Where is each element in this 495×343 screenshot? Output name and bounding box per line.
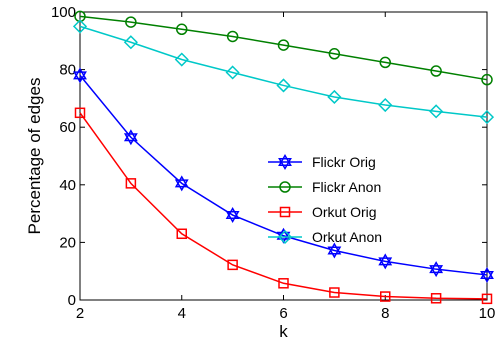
data-point — [379, 56, 391, 69]
y-tick-label: 60 — [59, 119, 76, 136]
data-point — [328, 48, 341, 60]
legend-entry: Orkut Anon — [268, 229, 382, 245]
series-orkut-orig — [74, 107, 493, 305]
plot-series — [72, 10, 495, 305]
x-tick-label: 6 — [279, 305, 287, 322]
data-point — [378, 97, 393, 113]
data-point — [277, 39, 290, 51]
data-point — [176, 23, 188, 36]
y-tick-label: 20 — [59, 234, 76, 251]
data-point — [480, 266, 494, 283]
y-axis-title: Percentage of edges — [25, 78, 44, 235]
plot-frame — [79, 11, 488, 301]
data-point — [276, 78, 291, 93]
series-line — [79, 15, 488, 81]
legend-label: Orkut Anon — [312, 229, 382, 245]
data-point — [72, 19, 88, 34]
legend-label: Flickr Anon — [312, 179, 381, 195]
series-line — [79, 112, 488, 300]
data-point — [227, 259, 238, 271]
y-tick-label: 80 — [59, 62, 76, 79]
x-tick-label: 2 — [76, 305, 84, 322]
data-point — [327, 242, 342, 259]
data-point — [225, 65, 240, 80]
data-point — [174, 175, 189, 192]
data-point — [430, 65, 442, 77]
series-line — [79, 74, 488, 276]
data-point — [225, 207, 240, 224]
legend: Flickr Orig Flickr Anon Orkut Orig Orkut An… — [268, 154, 382, 245]
legend-marker — [277, 229, 293, 245]
data-point — [378, 253, 393, 270]
legend-entry: Flickr Anon — [268, 179, 381, 195]
data-point — [429, 261, 444, 278]
data-point — [123, 35, 138, 50]
data-point — [479, 110, 495, 125]
legend-entry: Orkut Orig — [268, 204, 377, 220]
data-point — [329, 287, 340, 298]
data-point — [429, 104, 444, 119]
data-point — [430, 293, 442, 304]
legend-label: Orkut Orig — [312, 204, 377, 220]
data-point — [73, 67, 87, 84]
data-point — [278, 278, 289, 289]
data-point — [123, 129, 138, 146]
data-point — [327, 89, 342, 105]
data-point — [226, 30, 239, 43]
legend-marker — [279, 181, 291, 193]
y-tick-label: 40 — [59, 177, 76, 194]
series-flickr-anon — [74, 10, 493, 86]
x-tick-label: 4 — [178, 305, 186, 322]
data-point — [125, 16, 137, 28]
legend-entry: Flickr Orig — [268, 154, 376, 170]
x-axis-title: k — [279, 322, 288, 341]
data-point — [481, 293, 493, 305]
y-tick-label: 100 — [51, 4, 76, 21]
data-point — [481, 73, 493, 86]
legend-label: Flickr Orig — [312, 154, 376, 170]
series-line — [79, 25, 488, 118]
data-point — [125, 178, 137, 189]
series-orkut-anon — [72, 19, 495, 125]
legend-marker — [278, 154, 292, 170]
data-point — [174, 52, 189, 67]
data-point — [176, 228, 187, 240]
x-tick-label: 10 — [479, 305, 495, 322]
x-tick-label: 8 — [381, 305, 389, 322]
legend-marker — [279, 206, 291, 218]
data-point — [380, 291, 391, 302]
y-tick-label: 0 — [68, 292, 76, 309]
series-flickr-orig — [73, 67, 494, 283]
data-point — [74, 107, 86, 119]
